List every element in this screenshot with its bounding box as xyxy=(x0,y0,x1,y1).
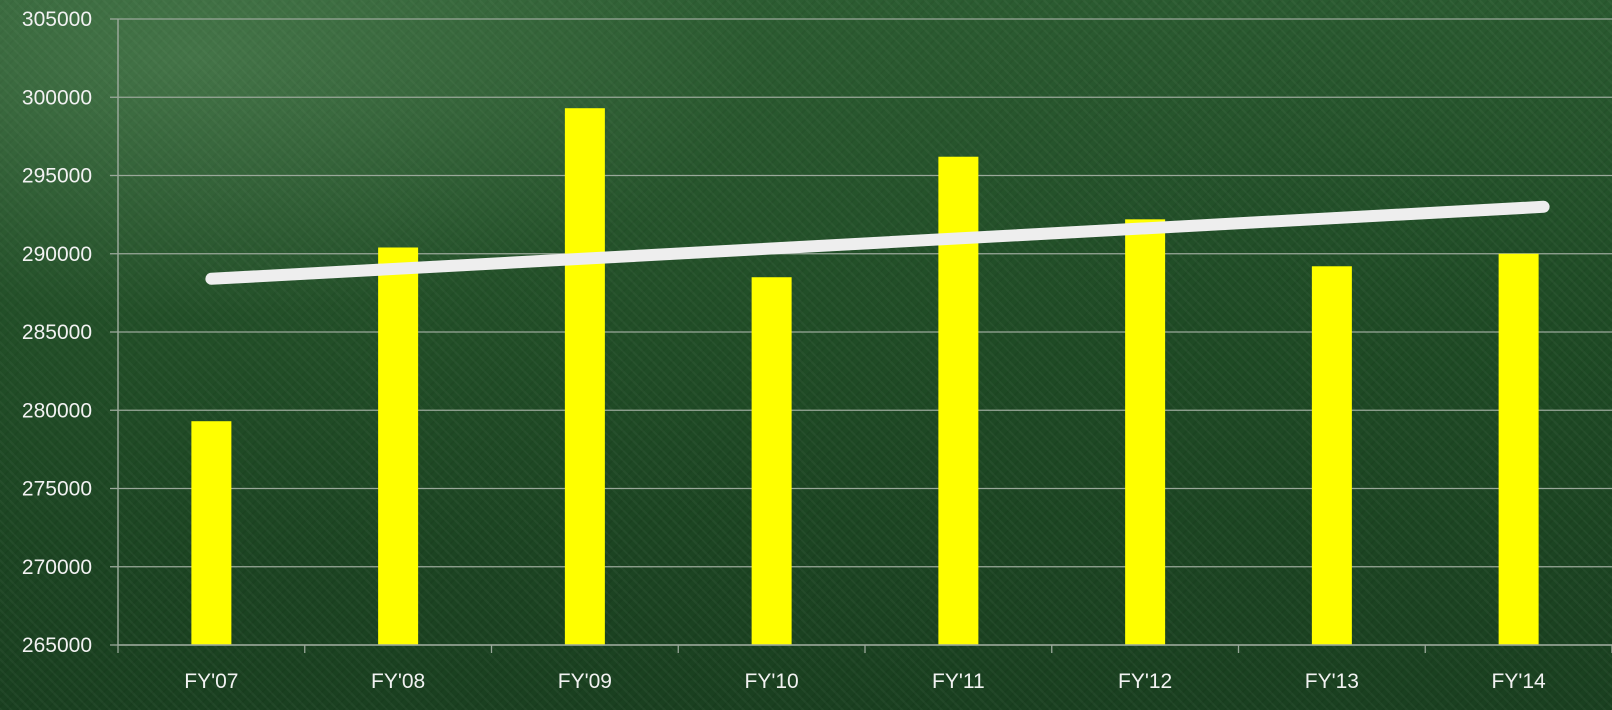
bar xyxy=(564,108,605,645)
y-tick-label: 295000 xyxy=(22,165,92,188)
trendline-layer xyxy=(205,200,1550,285)
gridlines xyxy=(118,18,1612,646)
y-tick-label: 300000 xyxy=(22,86,92,109)
x-tick-label: FY'12 xyxy=(1118,670,1172,693)
bar xyxy=(1311,266,1352,645)
x-tick-label: FY'09 xyxy=(558,670,612,693)
y-tick-label: 270000 xyxy=(22,556,92,579)
bar xyxy=(378,247,419,646)
x-tick-label: FY'13 xyxy=(1305,670,1359,693)
y-tick-label: 305000 xyxy=(22,8,92,31)
bar xyxy=(938,156,979,645)
y-tick-label: 285000 xyxy=(22,321,92,344)
bar xyxy=(191,421,232,645)
y-tick-label: 280000 xyxy=(22,399,92,422)
axes xyxy=(110,18,1612,653)
y-tick-label: 290000 xyxy=(22,243,92,266)
x-tick-label: FY'08 xyxy=(371,670,425,693)
x-tick-label: FY'14 xyxy=(1492,670,1547,693)
bars xyxy=(191,108,1539,646)
tick-labels: 265000 270000 275000 280000 285000 290000 2950… xyxy=(22,8,1546,693)
x-tick-label: FY'10 xyxy=(745,670,799,693)
y-tick-label: 275000 xyxy=(22,478,92,501)
bar xyxy=(1498,253,1539,645)
x-tick-label: FY'11 xyxy=(932,670,985,693)
trendline xyxy=(205,200,1550,285)
bar xyxy=(751,277,792,645)
x-tick-label: FY'07 xyxy=(184,670,238,693)
bar xyxy=(1125,219,1166,645)
y-tick-label: 265000 xyxy=(22,634,92,657)
